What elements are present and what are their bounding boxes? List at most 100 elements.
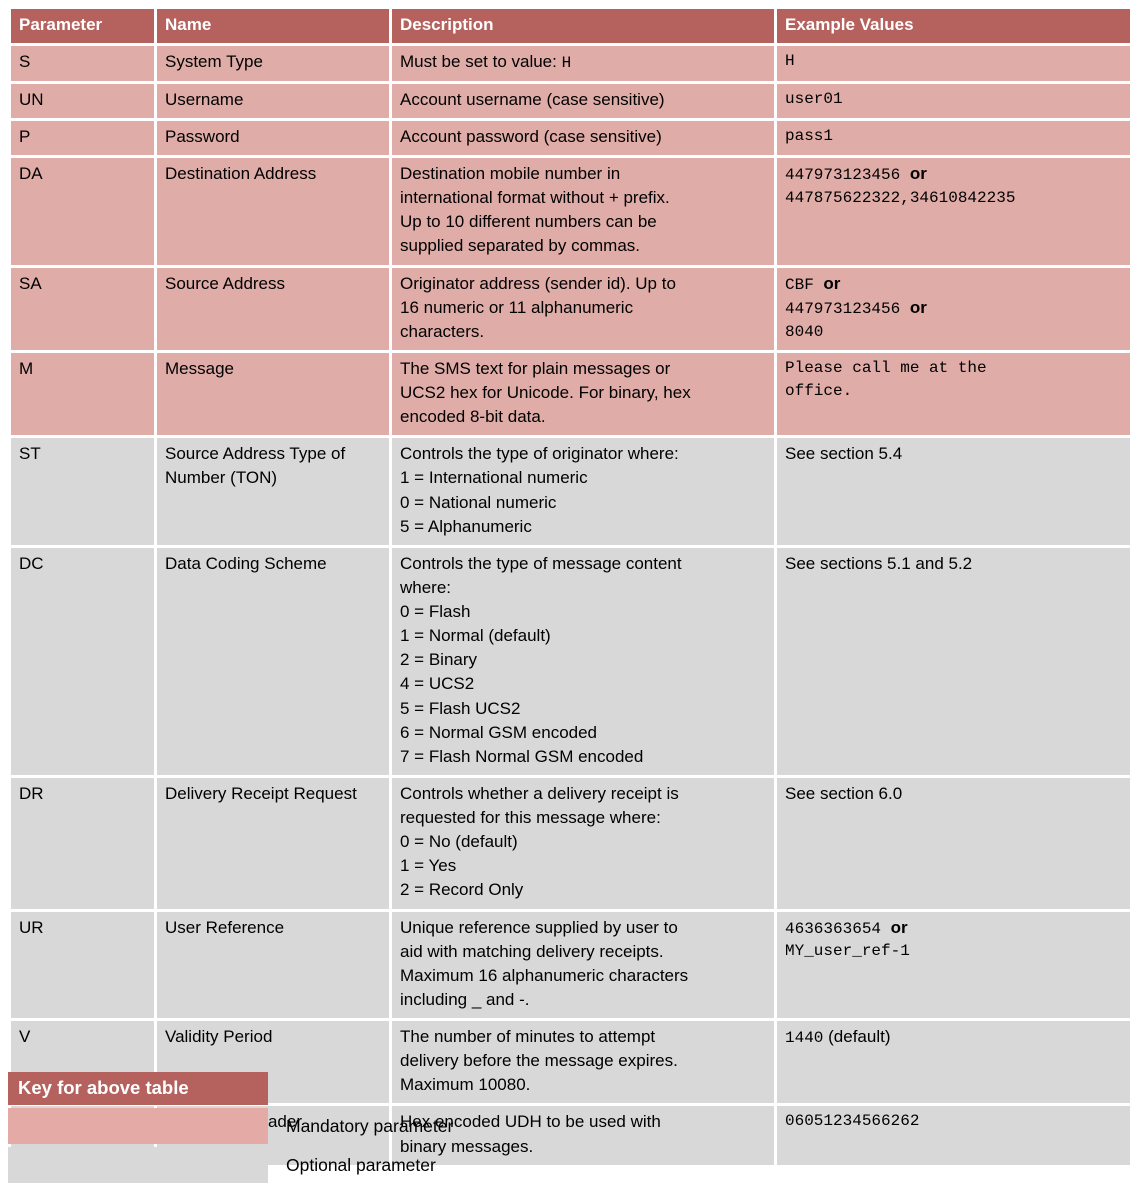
cell-description: Account username (case sensitive) bbox=[392, 83, 774, 118]
description-line: 0 = Flash bbox=[400, 602, 471, 622]
cell-name: Source Address bbox=[157, 267, 389, 350]
cell-parameter: S bbox=[11, 46, 154, 81]
description-line: 0 = National numeric bbox=[400, 492, 557, 512]
description-line: 2 = Record Only bbox=[400, 880, 524, 900]
cell-description: Originator address (sender id). Up to 16 … bbox=[392, 267, 774, 350]
cell-parameter: P bbox=[11, 120, 154, 156]
table-row: P Password Account password (case sensitiv… bbox=[11, 120, 1130, 156]
example-mono: 447973123456 bbox=[785, 166, 910, 185]
example-suffix: (default) bbox=[823, 1027, 891, 1047]
column-header-name: Name bbox=[157, 9, 389, 44]
table-row: UN Username Account username (case sensiti… bbox=[11, 83, 1130, 118]
description-line: Maximum 16 alphanumeric characters bbox=[400, 965, 689, 985]
cell-description: The number of minutes to attempt delivery… bbox=[392, 1021, 774, 1104]
table-body: S System Type Must be set to value: H H UN Us… bbox=[11, 46, 1130, 1165]
column-header-example-values: Example Values bbox=[777, 9, 1130, 44]
description-line: The SMS text for plain messages or bbox=[400, 358, 671, 378]
cell-parameter: M bbox=[11, 352, 154, 436]
cell-description: Controls the type of originator where: 1 … bbox=[392, 438, 774, 545]
cell-example-values: 447973123456 or 447875622322,34610842235 bbox=[777, 158, 1130, 265]
table-row: ST Source Address Type of Number (TON) Con… bbox=[11, 438, 1130, 545]
description-line: UCS2 hex for Unicode. For binary, hex bbox=[400, 383, 691, 403]
example-value-line: 06051234566262 bbox=[785, 1112, 920, 1131]
description-line: Controls whether a delivery receipt is bbox=[400, 783, 679, 803]
key-label-optional: Optional parameter bbox=[286, 1154, 436, 1175]
example-value-line: user01 bbox=[785, 89, 843, 108]
example-or-conjunction: or bbox=[890, 917, 908, 937]
parameter-table: Parameter Name Description Example Value… bbox=[8, 6, 1131, 1168]
table-header-row: Parameter Name Description Example Value… bbox=[11, 9, 1130, 44]
description-line: Account username (case sensitive) bbox=[400, 89, 665, 109]
example-value-line: 1440 (default) bbox=[785, 1025, 1122, 1050]
description-line: Hex encoded UDH to be used with bbox=[400, 1112, 661, 1132]
example-mono: CBF bbox=[785, 275, 824, 294]
description-line: including _ and -. bbox=[400, 989, 530, 1009]
example-or-conjunction: or bbox=[823, 273, 841, 293]
cell-example-values: See sections 5.1 and 5.2 bbox=[777, 547, 1130, 775]
column-header-description: Description bbox=[392, 9, 774, 44]
cell-description: The SMS text for plain messages or UCS2 h… bbox=[392, 352, 774, 436]
description-line: encoded 8-bit data. bbox=[400, 407, 546, 427]
key-label-mandatory: Mandatory parameter bbox=[286, 1115, 454, 1136]
example-mono: 1440 bbox=[785, 1029, 824, 1048]
cell-parameter: UR bbox=[11, 911, 154, 1019]
cell-description: Controls the type of message content wher… bbox=[392, 547, 774, 775]
cell-description: Destination mobile number in internationa… bbox=[392, 158, 774, 265]
example-value-line: CBF or bbox=[785, 272, 1122, 297]
cell-parameter: ST bbox=[11, 438, 154, 545]
key-row-optional: Optional parameter bbox=[8, 1147, 708, 1183]
cell-example-values: See section 5.4 bbox=[777, 438, 1130, 545]
key-legend: Key for above table Mandatory parameter … bbox=[8, 1072, 708, 1183]
description-line: The number of minutes to attempt bbox=[400, 1027, 656, 1047]
description-line: Destination mobile number in bbox=[400, 164, 621, 184]
table-row: DR Delivery Receipt Request Controls wheth… bbox=[11, 777, 1130, 909]
key-row-mandatory: Mandatory parameter bbox=[8, 1108, 708, 1144]
cell-name: System Type bbox=[157, 46, 389, 81]
example-value-line: 8040 bbox=[785, 323, 824, 342]
cell-parameter: DA bbox=[11, 158, 154, 265]
cell-example-values: CBF or 447973123456 or 8040 bbox=[777, 267, 1130, 350]
description-line: 6 = Normal GSM encoded bbox=[400, 722, 598, 742]
description-line: Unique reference supplied by user to bbox=[400, 917, 678, 937]
cell-example-values: Please call me at the office. bbox=[777, 352, 1130, 436]
example-value-line: pass1 bbox=[785, 126, 834, 145]
example-mono: 4636363654 bbox=[785, 919, 891, 938]
cell-example-values: user01 bbox=[777, 83, 1130, 118]
description-line: aid with matching delivery receipts. bbox=[400, 941, 664, 961]
description-line: 5 = Flash UCS2 bbox=[400, 698, 521, 718]
description-line: Maximum 10080. bbox=[400, 1075, 531, 1095]
description-line: 16 numeric or 11 alphanumeric bbox=[400, 297, 634, 317]
description-line: 1 = Normal (default) bbox=[400, 626, 551, 646]
cell-example-values: 06051234566262 bbox=[777, 1106, 1130, 1165]
description-line: 5 = Alphanumeric bbox=[400, 516, 532, 536]
cell-description: Controls whether a delivery receipt is re… bbox=[392, 777, 774, 909]
cell-name: Destination Address bbox=[157, 158, 389, 265]
example-value-line: MY_user_ref-1 bbox=[785, 942, 910, 961]
cell-parameter: UN bbox=[11, 83, 154, 118]
description-line: 1 = International numeric bbox=[400, 468, 588, 488]
cell-description: Hex encoded UDH to be used with binary me… bbox=[392, 1106, 774, 1165]
description-line: delivery before the message expires. bbox=[400, 1051, 678, 1071]
cell-description: Account password (case sensitive) bbox=[392, 120, 774, 156]
description-line: Originator address (sender id). Up to bbox=[400, 273, 676, 293]
example-value-line: 447973123456 or bbox=[785, 162, 1122, 187]
description-line: Controls the type of originator where: bbox=[400, 444, 679, 464]
key-swatch-mandatory bbox=[8, 1108, 268, 1144]
cell-name: User Reference bbox=[157, 911, 389, 1019]
cell-example-values: 1440 (default) bbox=[777, 1021, 1130, 1104]
example-value-line: 447973123456 or bbox=[785, 296, 1122, 321]
example-value-line: See section 5.4 bbox=[785, 444, 903, 464]
document-body: Parameter Name Description Example Value… bbox=[8, 6, 1130, 1168]
table-row: V Validity Period The number of minutes to… bbox=[11, 1021, 1130, 1104]
description-line: binary messages. bbox=[400, 1136, 534, 1156]
column-header-parameter: Parameter bbox=[11, 9, 154, 44]
example-or-conjunction: or bbox=[909, 298, 927, 318]
description-line: Must be set to value: H bbox=[400, 52, 572, 73]
description-line: supplied separated by commas. bbox=[400, 236, 641, 256]
table-row: SA Source Address Originator address (send… bbox=[11, 267, 1130, 350]
example-mono: 447973123456 bbox=[785, 300, 910, 319]
example-value-line: H bbox=[785, 52, 795, 71]
table-row: DC Data Coding Scheme Controls the type of… bbox=[11, 547, 1130, 775]
description-mono-value: H bbox=[561, 54, 572, 73]
